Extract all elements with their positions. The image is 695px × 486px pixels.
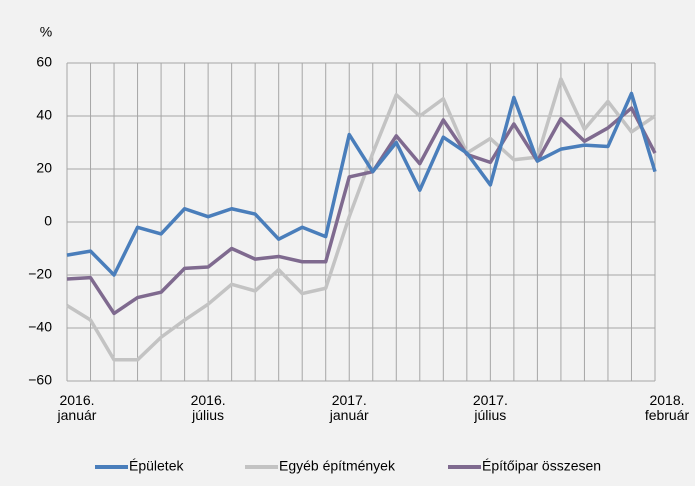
x-tick-label: 2017. január xyxy=(329,392,369,423)
series-line xyxy=(66,106,657,316)
legend-label: Épületek xyxy=(129,458,184,474)
legend-label: Építőipar összesen xyxy=(482,458,601,474)
y-tick-label: 40 xyxy=(36,107,52,123)
y-tick-label: −60 xyxy=(28,372,52,388)
y-tick-label: −20 xyxy=(28,266,52,282)
x-tick-label: 2016. január xyxy=(57,392,97,423)
x-tick-label: 2017. július xyxy=(473,392,508,423)
y-tick-label: 60 xyxy=(36,54,52,70)
y-tick-label: 0 xyxy=(44,213,52,229)
x-tick-label: 2016. július xyxy=(191,392,226,423)
legend-label: Egyéb építmények xyxy=(279,458,396,474)
series-line xyxy=(66,77,656,362)
y-tick-label: −40 xyxy=(28,319,52,335)
y-axis-label: % xyxy=(40,24,52,40)
x-tick-label: 2018. február xyxy=(645,392,690,423)
y-tick-label: 20 xyxy=(36,160,52,176)
series-line xyxy=(66,91,657,277)
